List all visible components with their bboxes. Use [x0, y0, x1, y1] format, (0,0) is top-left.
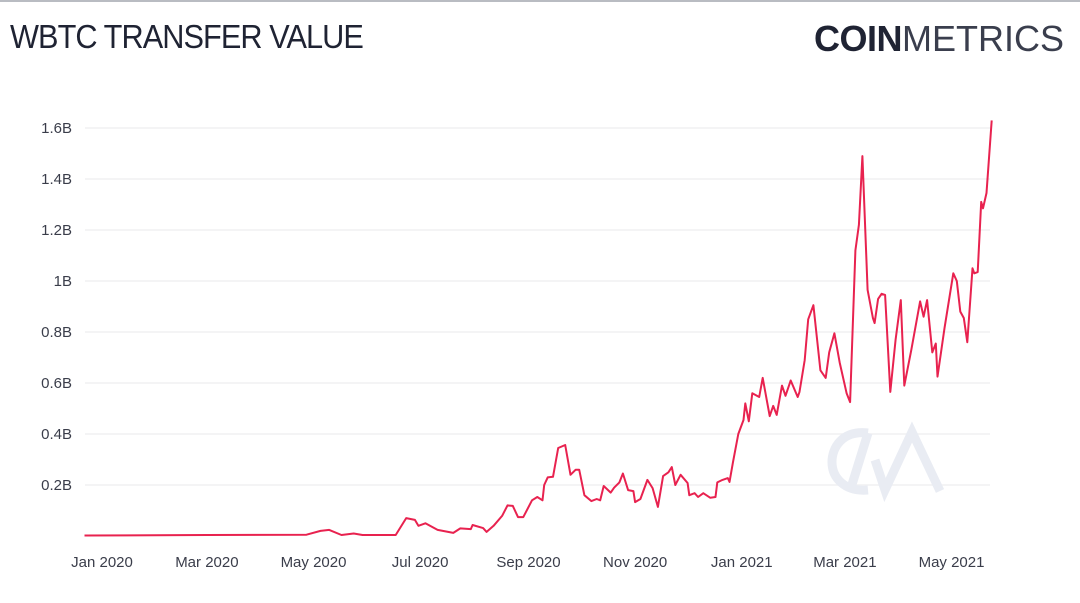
y-tick-label: 1B [54, 273, 72, 290]
y-tick-label: 1.6B [41, 120, 72, 137]
chart-title: WBTC TRANSFER VALUE [10, 18, 364, 55]
x-tick-label: Jan 2020 [71, 554, 133, 571]
logo-bold-text: COIN [814, 18, 903, 59]
x-tick-label: Nov 2020 [603, 554, 667, 571]
coinmetrics-logo: COINMETRICS [814, 18, 1064, 60]
window-top-border [0, 0, 1080, 2]
x-tick-label: Mar 2020 [175, 554, 238, 571]
logo-light-text: METRICS [902, 18, 1064, 59]
y-tick-label: 0.4B [41, 426, 72, 443]
x-tick-label: May 2020 [281, 554, 347, 571]
y-tick-label: 1.4B [41, 171, 72, 188]
series-line-wbtc-transfer-value [84, 120, 993, 537]
x-axis: Jan 2020 Mar 2020 May 2020 Jul 2020 Sep 2020… [71, 554, 984, 571]
y-tick-label: 0.6B [41, 375, 72, 392]
x-tick-label: Jul 2020 [392, 554, 449, 571]
y-tick-label: 0.2B [41, 477, 72, 494]
x-tick-label: Sep 2020 [496, 554, 560, 571]
cm-watermark-icon [827, 421, 945, 503]
y-tick-label: 1.2B [41, 222, 72, 239]
y-axis: 0.2B 0.4B 0.6B 0.8B 1B 1.2B 1.4B 1.6B [41, 120, 72, 494]
y-tick-label: 0.8B [41, 324, 72, 341]
x-tick-label: Mar 2021 [813, 554, 876, 571]
x-tick-label: Jan 2021 [711, 554, 773, 571]
x-tick-label: May 2021 [919, 554, 985, 571]
